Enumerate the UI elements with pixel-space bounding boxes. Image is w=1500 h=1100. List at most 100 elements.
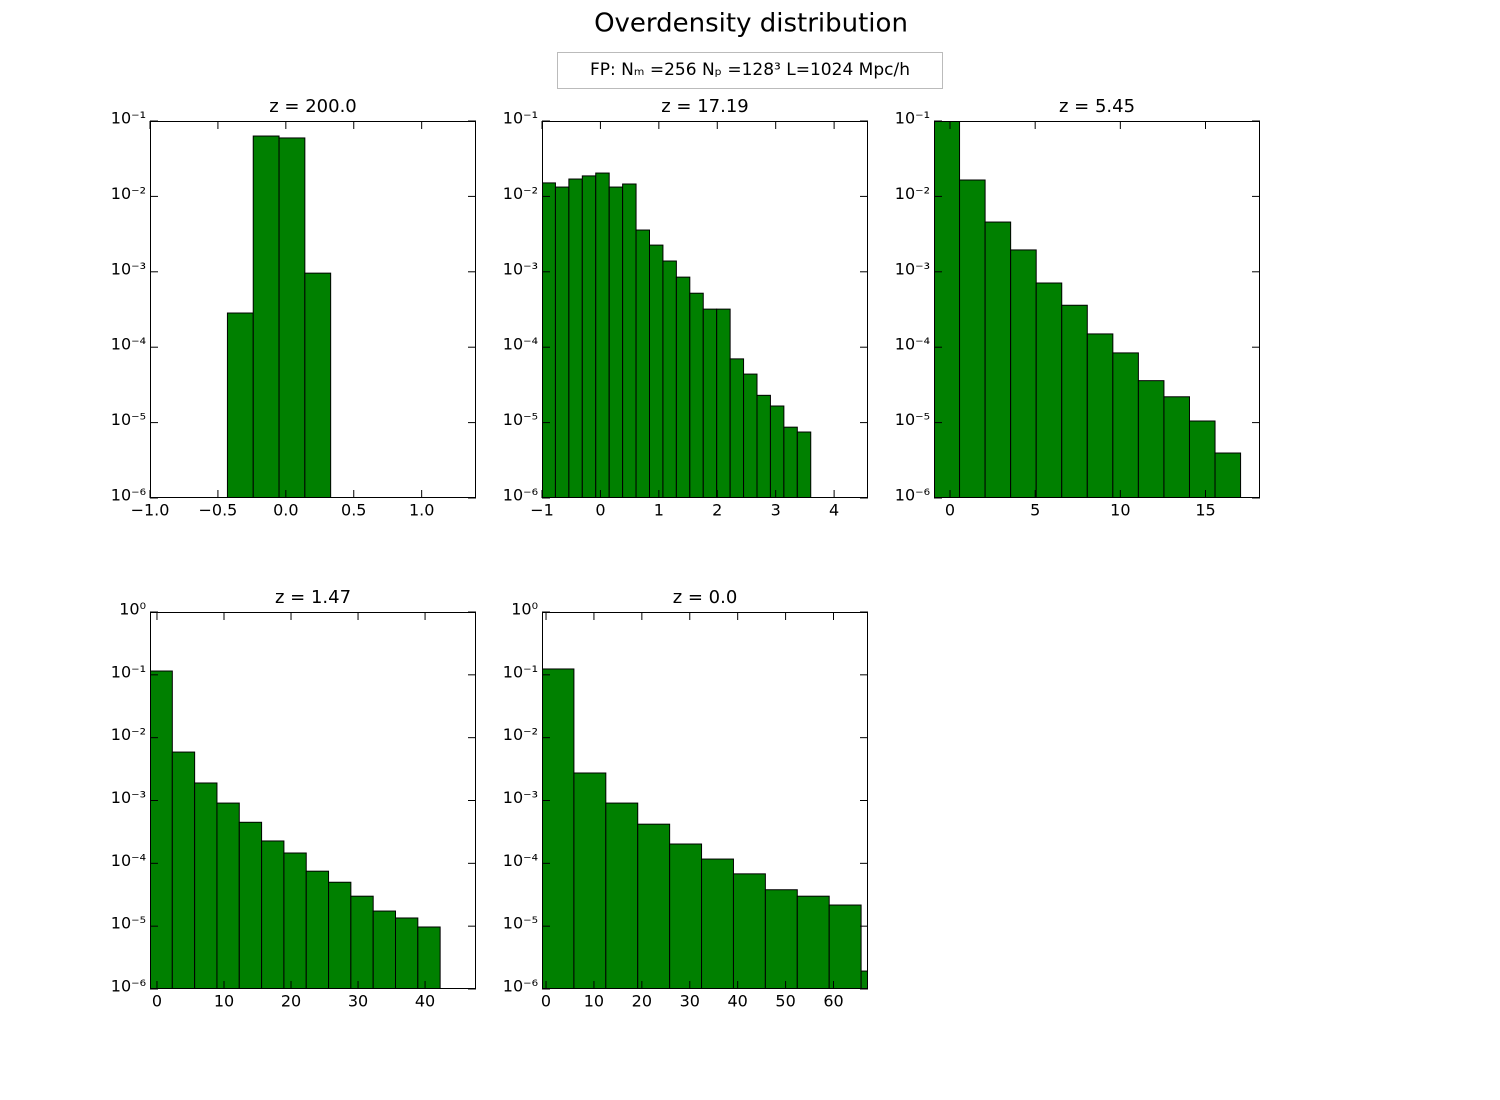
bars: [934, 121, 1242, 498]
y-tick-label: 10⁻⁴: [503, 335, 538, 354]
bar: [1086, 333, 1114, 498]
axes-frame: [934, 121, 1260, 498]
y-tick-label: 10⁻⁴: [111, 335, 146, 354]
y-tick-label: 10⁻³: [111, 259, 146, 278]
bar: [635, 229, 650, 498]
x-tick-label: 0: [152, 992, 162, 1011]
y-tick-label: 10⁻²: [111, 184, 146, 203]
y-tick-label: 10⁻⁶: [111, 486, 146, 505]
y-tick-label: 10⁻²: [111, 725, 146, 744]
bar: [542, 182, 556, 498]
bar: [1188, 420, 1216, 498]
x-tick-label: 15: [1195, 501, 1215, 520]
y-tick-label: 10⁻⁶: [111, 977, 146, 996]
bar: [194, 782, 218, 989]
x-tick-label: 4: [829, 501, 839, 520]
bar: [542, 668, 575, 989]
bars: [542, 172, 812, 498]
bar: [605, 802, 639, 989]
y-tick-label: 10⁻¹: [111, 109, 146, 128]
y-tick-label: 10⁻⁵: [895, 410, 930, 429]
x-tick-label: −1: [530, 501, 554, 520]
bar: [304, 272, 332, 498]
y-tick-label: 10⁻⁶: [503, 977, 538, 996]
y-tick-label: 10⁻²: [895, 184, 930, 203]
x-tick-label: 40: [727, 992, 747, 1011]
bar: [150, 670, 173, 989]
bars: [542, 668, 868, 989]
x-tick-label: 1: [654, 501, 664, 520]
bar: [934, 121, 961, 498]
y-tick-label: 10⁻⁵: [111, 410, 146, 429]
bar: [1163, 396, 1190, 498]
x-tick-label: 60: [823, 992, 843, 1011]
y-tick-label: 10⁻⁶: [503, 486, 538, 505]
bar: [305, 870, 330, 989]
panel: z = 1.47 0 10 20 30 40 10⁻⁶ 10⁻⁵ 10⁻⁴ 10⁻³ 10⁻² 10⁻…: [111, 587, 476, 1011]
y-tick-label: 10⁻²: [503, 725, 538, 744]
x-tick-label: 10: [1110, 501, 1130, 520]
y-tick-label: 10⁻⁴: [111, 851, 146, 870]
panel: z = 17.19 −1 0 1 2 3 4 10⁻⁶ 10⁻⁵ 10⁻⁴ 10⁻³ 10⁻² 10⁻¹: [503, 96, 868, 520]
bars: [226, 135, 332, 498]
y-tick-label: 10⁻⁵: [503, 410, 538, 429]
x-tick-label: −1.0: [131, 501, 170, 520]
y-tick-label: 10⁻²: [503, 184, 538, 203]
bar: [328, 881, 352, 989]
bar: [716, 308, 731, 498]
bar: [756, 394, 771, 498]
bar: [278, 137, 306, 498]
bar: [216, 802, 240, 989]
x-tick-label: 30: [348, 992, 368, 1011]
bar: [701, 858, 734, 989]
panel: z = 0.0 0 10 20 30 40 50 60 10⁻⁶ 10⁻⁵ 10⁻⁴ 10⁻³ 10⁻²…: [503, 587, 868, 1011]
bar: [637, 823, 671, 989]
bar: [796, 431, 812, 498]
bar: [1214, 452, 1242, 498]
panel-title: z = 5.45: [1059, 96, 1135, 117]
x-tick-label: 3: [771, 501, 781, 520]
bar: [732, 873, 766, 989]
x-tick-label: −0.5: [198, 501, 237, 520]
bar: [581, 175, 597, 498]
y-tick-label: 10⁻⁵: [111, 914, 146, 933]
bar: [608, 186, 624, 498]
bar: [729, 358, 745, 498]
bar: [1035, 282, 1063, 498]
bar: [1061, 304, 1088, 498]
bar: [743, 373, 758, 498]
bar: [171, 751, 196, 989]
x-tick-label: 0.0: [273, 501, 298, 520]
bar: [796, 895, 830, 989]
x-tick-label: 2: [712, 501, 722, 520]
bar: [283, 852, 307, 989]
bar: [226, 312, 254, 498]
y-tick-label: 10⁻⁶: [895, 486, 930, 505]
y-tick-label: 10⁻¹: [895, 109, 930, 128]
x-tick-label: 30: [680, 992, 700, 1011]
x-tick-label: 1.0: [409, 501, 434, 520]
panel: z = 5.45 0 5 10 15 10⁻⁶ 10⁻⁵ 10⁻⁴ 10⁻³ 10⁻² 10⁻¹: [895, 96, 1260, 520]
y-tick-label: 10⁻³: [111, 788, 146, 807]
bar: [417, 926, 441, 989]
y-tick-label: 10⁻⁴: [895, 335, 930, 354]
bar: [764, 889, 798, 989]
x-tick-label: 40: [415, 992, 435, 1011]
bar: [702, 308, 718, 498]
bar: [238, 821, 263, 989]
y-tick-label: 10⁻³: [503, 788, 538, 807]
bar: [783, 426, 798, 498]
axes-frame: [542, 121, 868, 498]
bar: [984, 221, 1012, 498]
y-tick-label: 10⁻¹: [503, 109, 538, 128]
legend-text: FP: Nₘ =256 Nₚ =128³ L=1024 Mpc/h: [590, 60, 910, 80]
x-tick-label: 5: [1030, 501, 1040, 520]
bar: [554, 186, 570, 498]
bar: [828, 904, 862, 989]
y-tick-label: 10⁻³: [895, 259, 930, 278]
bar: [959, 179, 986, 498]
panel: z = 200.0 −1.0 −0.5 0.0 0.5 1.0 10⁻⁶ 10⁻⁵ 10⁻⁴ 10…: [111, 96, 476, 520]
y-tick-label: 10⁻³: [503, 259, 538, 278]
panel-title: z = 17.19: [661, 96, 749, 117]
